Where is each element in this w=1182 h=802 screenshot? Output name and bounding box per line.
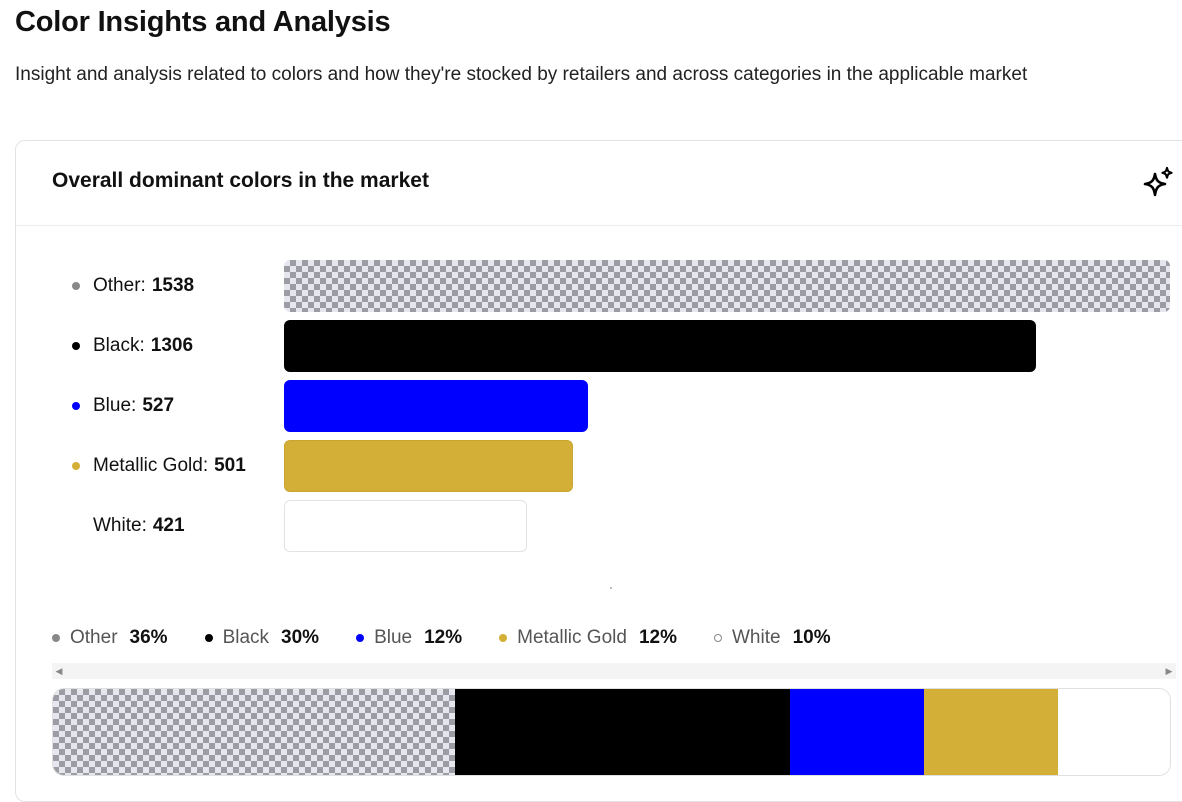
- row-name-metallic-gold: Metallic Gold:: [93, 455, 209, 476]
- legend-label-other: Other: [70, 627, 118, 648]
- bar-black[interactable]: [284, 320, 1036, 372]
- row-label-other: Other: 1538: [72, 271, 194, 301]
- legend-dot-black: [204, 634, 213, 642]
- sparkle-icon[interactable]: [1140, 165, 1176, 201]
- row-name-black: Black:: [93, 335, 145, 356]
- legend-dot-blue: [356, 634, 365, 642]
- bar-metallic-gold[interactable]: [284, 440, 573, 492]
- stack-segment-other[interactable]: [53, 689, 456, 775]
- row-name-white: White:: [93, 515, 147, 536]
- legend-percent-metallic-gold: 12%: [638, 627, 677, 648]
- row-label-white: White: 421: [72, 511, 185, 541]
- legend-dot-blue: [72, 402, 80, 410]
- bar-white[interactable]: [284, 500, 527, 552]
- legend-item-metallic-gold[interactable]: Metallic Gold 12%: [499, 627, 677, 649]
- legend-label-blue: Blue: [374, 627, 413, 648]
- legend-item-black[interactable]: Black 30%: [204, 627, 320, 649]
- row-label-black: Black: 1306: [72, 331, 193, 361]
- row-value-metallic-gold: 501: [214, 455, 246, 476]
- scroll-right-arrow-icon[interactable]: ▶: [1165, 666, 1173, 676]
- legend-dot-metallic-gold: [72, 462, 80, 470]
- legend-dot-other: [52, 634, 60, 642]
- legend-dot-white: [713, 634, 722, 642]
- legend-percent-black: 30%: [281, 627, 320, 648]
- legend-item-white[interactable]: White 10%: [713, 627, 831, 649]
- legend-item-other[interactable]: Other 36%: [52, 627, 168, 649]
- legend-label-black: Black: [222, 627, 270, 648]
- legend-dot-other: [72, 282, 80, 290]
- legend-dot-black: [72, 342, 80, 350]
- row-value-black: 1306: [150, 335, 194, 356]
- legend-label-white: White: [731, 627, 781, 648]
- page-title: Color Insights and Analysis: [15, 6, 391, 38]
- card-title: Overall dominant colors in the market: [52, 169, 429, 192]
- legend-dot-metallic-gold: [499, 634, 508, 642]
- stacked-percentage-bar: [52, 688, 1171, 776]
- stack-segment-black[interactable]: [455, 689, 791, 775]
- stack-segment-metallic-gold[interactable]: [924, 689, 1059, 775]
- row-name-other: Other:: [93, 275, 146, 296]
- loading-dot: [610, 587, 612, 589]
- stack-segment-white[interactable]: [1058, 689, 1170, 775]
- row-value-blue: 527: [142, 395, 175, 416]
- row-label-blue: Blue: 527: [72, 391, 174, 421]
- horizontal-scrollbar[interactable]: ◀ ▶: [52, 663, 1176, 679]
- row-value-other: 1538: [151, 275, 195, 296]
- scroll-left-arrow-icon[interactable]: ◀: [55, 666, 63, 676]
- legend-percent-blue: 12%: [424, 627, 463, 648]
- stack-segment-blue[interactable]: [790, 689, 925, 775]
- legend-item-blue[interactable]: Blue 12%: [356, 627, 462, 649]
- chart-legend: Other 36% Black 30% Blue 12% Metallic Gold 12% W…: [52, 627, 868, 649]
- legend-label-metallic-gold: Metallic Gold: [517, 627, 627, 648]
- row-name-blue: Blue:: [93, 395, 137, 416]
- card-header: Overall dominant colors in the market: [16, 141, 1182, 226]
- page-subtitle: Insight and analysis related to colors a…: [15, 64, 1028, 85]
- bar-blue[interactable]: [284, 380, 588, 432]
- dominant-colors-card: Overall dominant colors in the market Ot…: [15, 140, 1182, 802]
- row-value-white: 421: [152, 515, 185, 536]
- bar-other[interactable]: [284, 260, 1170, 312]
- row-label-metallic-gold: Metallic Gold: 501: [72, 451, 246, 481]
- legend-percent-white: 10%: [792, 627, 831, 648]
- legend-percent-other: 36%: [129, 627, 168, 648]
- legend-dot-white: [72, 522, 80, 530]
